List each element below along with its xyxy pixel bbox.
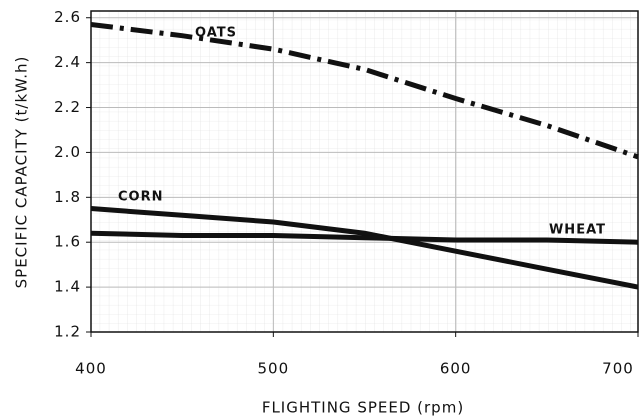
series-label: WHEAT [549,223,606,238]
x-tick-label: 700 [602,360,634,378]
y-tick-label: 2.4 [54,53,81,71]
series-line [90,21,639,160]
plot-frame [90,10,639,333]
y-tick-label: 1.6 [54,233,81,251]
y-axis-label: SPECIFIC CAPACITY (t/kW.h) [13,56,31,289]
y-tick-label: 1.8 [54,188,81,206]
y-tick-label: 2.6 [54,8,81,26]
y-tick-label: 2.2 [54,98,81,116]
y-tick-label: 2.0 [54,143,81,161]
minor-grid [91,11,638,332]
x-tick-label: 400 [75,360,107,378]
series-line [90,230,639,245]
x-axis-label: FLIGHTING SPEED (rpm) [262,399,464,417]
x-tick-label: 600 [440,360,472,378]
series-label: CORN [118,190,163,205]
y-tick-label: 1.2 [54,323,81,341]
series-label: OATS [195,26,237,41]
y-tick-label: 1.4 [54,278,81,296]
series-line [90,206,639,290]
x-tick-label: 500 [258,360,290,378]
